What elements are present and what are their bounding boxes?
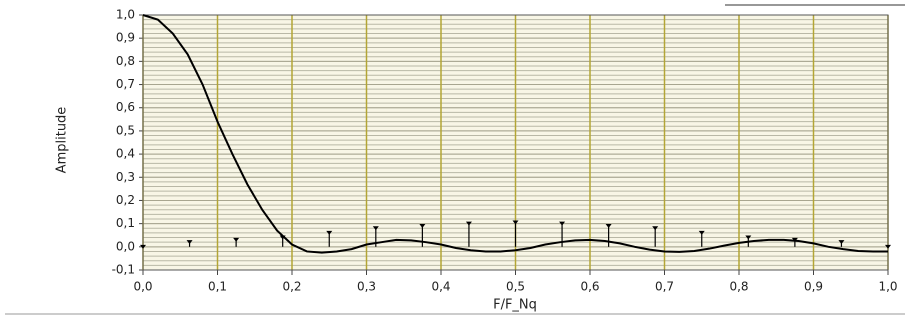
x-tick-label: 1,0: [878, 280, 897, 294]
x-tick-label: 0,9: [804, 280, 823, 294]
x-tick-label: 0,4: [431, 280, 450, 294]
stem: [652, 226, 659, 247]
data-line: [142, 14, 888, 254]
y-tick-label: 0,4: [116, 147, 135, 161]
stem-marker: [885, 244, 891, 249]
stem: [372, 226, 379, 247]
x-tick-label: 0,0: [133, 280, 152, 294]
stem-marker: [419, 223, 426, 228]
stem-marker: [838, 240, 845, 245]
y-tick-label: 0,3: [116, 170, 135, 184]
y-tick-label: 1,0: [116, 8, 135, 22]
x-tick-label: 0,3: [357, 280, 376, 294]
stem-marker: [279, 235, 286, 240]
stem-marker: [233, 237, 240, 242]
x-axis-label: F/F_Nq: [493, 298, 537, 313]
stem: [233, 237, 240, 247]
y-tick-label: 0,9: [116, 31, 135, 45]
stem: [419, 223, 426, 247]
x-tick-label: 0,2: [282, 280, 301, 294]
stem: [186, 240, 193, 247]
stem-marker: [326, 230, 333, 235]
stem-marker: [559, 221, 566, 226]
stem: [791, 237, 798, 247]
y-tick-label: 0,6: [116, 100, 135, 114]
y-tick-label: 0,0: [116, 239, 135, 253]
stem: [279, 235, 286, 247]
stem: [745, 235, 752, 247]
y-axis-label: Amplitude: [55, 107, 70, 174]
stem-marker: [186, 240, 193, 245]
stem: [326, 230, 333, 247]
stem: [140, 244, 146, 249]
x-tick-label: 0,5: [506, 280, 525, 294]
stem: [885, 244, 891, 249]
stem-marker: [372, 226, 379, 231]
y-tick-label: 0,7: [116, 77, 135, 91]
x-tick-label: 0,1: [208, 280, 227, 294]
y-tick-label: 0,2: [116, 193, 135, 207]
stem-marker: [140, 244, 146, 249]
stem: [465, 221, 472, 247]
x-tick-label: 0,8: [729, 280, 748, 294]
y-tick-label: 0,5: [116, 123, 135, 137]
stem-marker: [791, 237, 798, 242]
x-tick-label: 0,6: [580, 280, 599, 294]
stem-marker: [745, 235, 752, 240]
x-tick-label: 0,7: [655, 280, 674, 294]
stem-marker: [605, 223, 612, 228]
stem: [559, 221, 566, 247]
y-tick-label: 0,8: [116, 54, 135, 68]
stem-marker: [698, 230, 705, 235]
stem: [605, 223, 612, 247]
stem-marker: [512, 220, 519, 225]
y-tick-label: -0,1: [112, 263, 135, 277]
stem: [698, 230, 705, 247]
stem: [838, 240, 845, 247]
stem-marker: [652, 226, 659, 231]
plot-border: [142, 14, 889, 271]
stem-marker: [465, 221, 472, 226]
stem: [512, 220, 519, 247]
y-tick-label: 0,1: [116, 216, 135, 230]
